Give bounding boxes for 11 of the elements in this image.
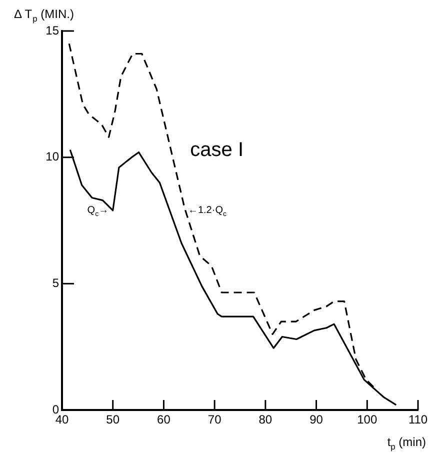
x-tick-label: 110 xyxy=(408,412,428,427)
x-tick-label: 100 xyxy=(357,412,378,427)
x-tick-label: 80 xyxy=(258,412,272,427)
y-tick-label: 15 xyxy=(46,23,60,38)
x-tick-label: 90 xyxy=(310,412,324,427)
x-tick-label: 70 xyxy=(208,412,222,427)
annotation: case I xyxy=(190,139,244,162)
y-tick-label: 10 xyxy=(46,150,60,164)
x-tick-label: 50 xyxy=(106,412,120,427)
x-tick-label: 60 xyxy=(157,412,171,427)
y-tick-label: 5 xyxy=(52,276,60,290)
